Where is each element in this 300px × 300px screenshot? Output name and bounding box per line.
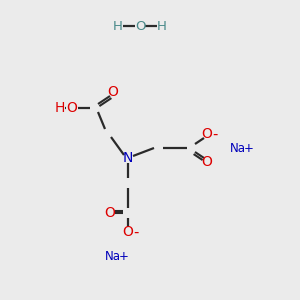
Text: O: O bbox=[67, 101, 77, 115]
Text: H: H bbox=[113, 20, 123, 32]
Text: N: N bbox=[123, 151, 133, 165]
Text: -: - bbox=[133, 224, 139, 239]
Text: O: O bbox=[202, 127, 212, 141]
Text: +: + bbox=[119, 250, 129, 263]
Text: O: O bbox=[135, 20, 145, 32]
Text: Na: Na bbox=[230, 142, 246, 154]
Text: O: O bbox=[105, 206, 116, 220]
Text: H: H bbox=[157, 20, 167, 32]
Text: H: H bbox=[55, 101, 65, 115]
Text: Na: Na bbox=[105, 250, 121, 263]
Text: O: O bbox=[202, 155, 212, 169]
Text: -: - bbox=[212, 127, 218, 142]
Text: O: O bbox=[123, 225, 134, 239]
Text: +: + bbox=[244, 142, 254, 154]
Text: O: O bbox=[108, 85, 118, 99]
